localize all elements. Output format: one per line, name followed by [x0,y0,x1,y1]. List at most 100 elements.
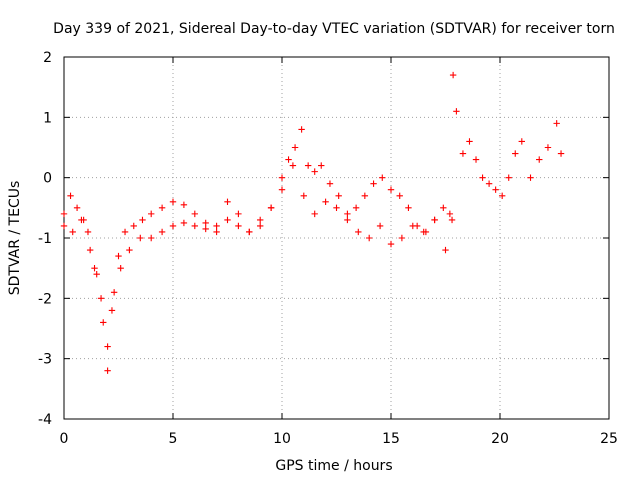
data-point [361,192,369,199]
data-point [322,198,329,205]
data-point [180,201,188,209]
y-axis-label: SDTVAR / TECUs [7,181,23,296]
data-point [335,192,342,199]
data-point [104,367,111,374]
data-point [86,246,94,254]
data-point [257,216,264,224]
chart-title: Day 339 of 2021, Sidereal Day-to-day VTE… [53,21,615,37]
data-point [60,222,68,230]
data-point [213,228,220,236]
data-point [355,228,362,236]
x-axis-label: GPS time / hours [275,458,392,474]
data-point [78,216,85,224]
data-point [387,240,395,248]
data-point [191,210,198,218]
data-point [376,222,384,230]
y-tick-label: 0 [43,171,52,187]
data-point [169,198,177,205]
y-tick-label: -3 [38,352,52,368]
plot-frame [63,56,610,420]
data-point [97,295,105,302]
data-point [267,204,275,212]
data-point [84,228,92,236]
data-point [246,228,253,236]
data-point [108,307,116,314]
x-tick-label: 20 [491,431,509,447]
data-point [224,198,231,205]
data-point [289,162,297,169]
data-point [459,150,467,157]
data-point [298,126,305,133]
data-point [498,192,506,199]
data-point [60,210,68,218]
data-point [396,192,403,199]
data-point [148,210,155,218]
data-point [169,222,177,230]
data-point [420,228,427,236]
data-point [505,174,512,181]
data-point [115,252,122,260]
data-point [100,319,107,326]
x-axis-ticks: 0 5 10 15 20 25 [60,57,618,447]
data-point [110,289,118,296]
data-point [224,216,231,224]
data-point [544,144,552,151]
data-point [527,174,534,181]
data-point [235,210,242,218]
data-point [370,180,377,187]
data-point [117,264,124,272]
data-point [352,204,360,212]
x-tick-label: 15 [382,431,400,447]
data-point [158,228,166,236]
x-tick-label: 25 [600,431,618,447]
data-point [130,222,137,230]
data-point [557,150,565,157]
data-point [333,204,340,212]
data-point [366,234,373,242]
data-point [536,156,543,163]
data-point [73,204,81,212]
data-point [300,192,307,199]
data-point [137,234,144,242]
data-point [93,271,100,278]
data-point [278,174,286,181]
data-point [311,168,318,175]
y-tick-label: 2 [43,50,52,66]
data-point [344,216,351,224]
data-point [409,222,416,230]
data-point [518,138,525,145]
y-tick-label: 1 [43,110,52,126]
data-point [202,219,209,227]
data-point [191,222,198,230]
chart-grid [64,57,609,419]
data-points [60,71,565,374]
y-tick-label: -1 [38,231,52,247]
data-point [485,180,493,187]
data-point [139,216,146,224]
data-point [180,219,188,227]
data-point [387,186,395,193]
y-tick-label: -2 [38,291,52,307]
data-point [104,343,111,350]
x-tick-label: 5 [169,431,178,447]
data-point [398,234,406,242]
data-point [304,162,312,169]
data-point [453,108,460,115]
data-point [202,225,209,233]
data-point [278,186,286,193]
data-point [492,186,499,193]
data-point [291,144,299,151]
x-tick-label: 10 [273,431,291,447]
data-point [446,210,454,218]
data-point [405,204,412,212]
data-point [148,234,155,242]
data-point [235,222,242,230]
data-point [257,222,264,230]
data-point [472,156,480,163]
data-point [126,246,133,254]
data-point [448,216,456,224]
data-point [344,210,351,218]
data-point [91,264,98,272]
series-group [60,162,456,350]
data-point [479,174,486,181]
